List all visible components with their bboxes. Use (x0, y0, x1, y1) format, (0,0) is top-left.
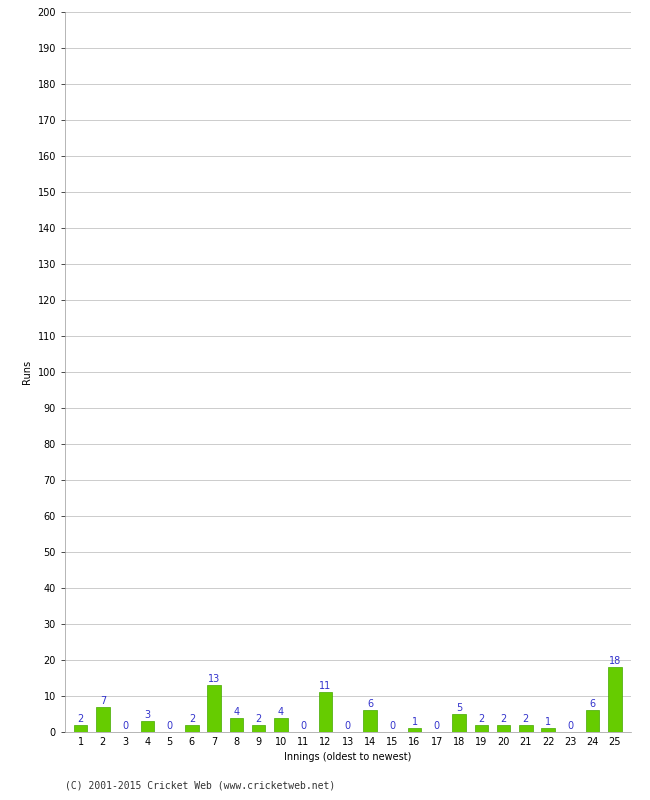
Bar (608, 667, 621, 732)
Bar (408, 729, 421, 732)
Bar (474, 725, 488, 732)
Text: 7: 7 (99, 696, 106, 706)
Text: 2: 2 (523, 714, 529, 724)
Text: 0: 0 (166, 721, 173, 731)
Bar (74, 725, 87, 732)
Text: 18: 18 (609, 656, 621, 666)
Text: 2: 2 (478, 714, 484, 724)
Bar (252, 725, 265, 732)
Text: 1: 1 (411, 718, 417, 727)
Text: 6: 6 (590, 699, 595, 710)
Bar (586, 710, 599, 732)
Text: 13: 13 (208, 674, 220, 684)
Bar (541, 729, 555, 732)
Bar (140, 722, 154, 732)
Bar (207, 685, 221, 732)
Text: 2: 2 (500, 714, 507, 724)
X-axis label: Innings (oldest to newest): Innings (oldest to newest) (284, 753, 411, 762)
Bar (497, 725, 510, 732)
Bar (452, 714, 466, 732)
Text: 0: 0 (434, 721, 440, 731)
Text: 0: 0 (300, 721, 306, 731)
Text: 0: 0 (567, 721, 573, 731)
Bar (274, 718, 288, 732)
Bar (229, 718, 243, 732)
Bar (363, 710, 377, 732)
Text: 1: 1 (545, 718, 551, 727)
Bar (96, 707, 110, 732)
Text: 2: 2 (255, 714, 262, 724)
Text: (C) 2001-2015 Cricket Web (www.cricketweb.net): (C) 2001-2015 Cricket Web (www.cricketwe… (65, 781, 335, 790)
Bar (519, 725, 532, 732)
Y-axis label: Runs: Runs (22, 360, 32, 384)
Text: 2: 2 (188, 714, 195, 724)
Text: 0: 0 (122, 721, 128, 731)
Text: 4: 4 (278, 706, 284, 717)
Text: 2: 2 (77, 714, 84, 724)
Text: 0: 0 (389, 721, 395, 731)
Text: 11: 11 (319, 682, 332, 691)
Text: 6: 6 (367, 699, 373, 710)
Text: 4: 4 (233, 706, 239, 717)
Bar (318, 693, 332, 732)
Bar (185, 725, 199, 732)
Text: 3: 3 (144, 710, 150, 720)
Text: 5: 5 (456, 703, 462, 713)
Text: 0: 0 (344, 721, 351, 731)
